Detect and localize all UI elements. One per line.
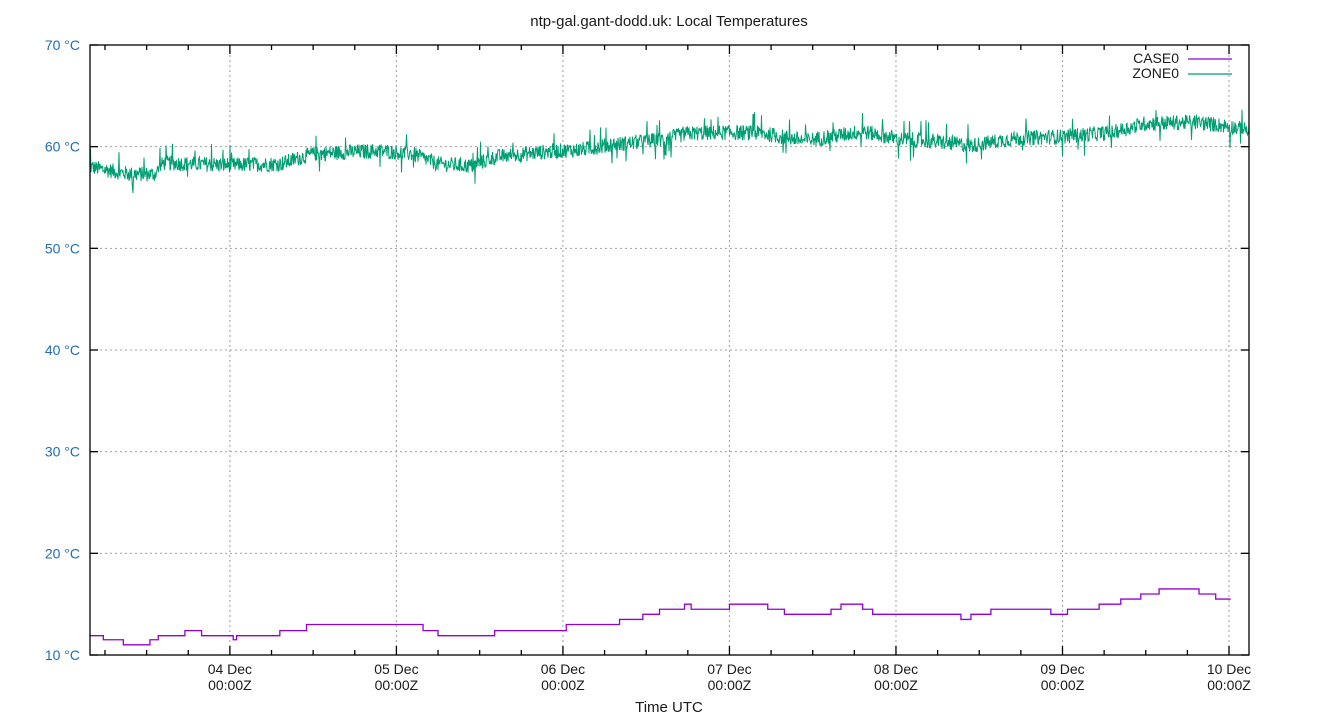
y-tick-label: 50 °C (45, 240, 80, 256)
x-tick-date: 07 Dec (707, 661, 751, 677)
legend-label-case0: CASE0 (1133, 50, 1179, 66)
x-tick-time: 00:00Z (208, 677, 252, 693)
x-tick-time: 00:00Z (541, 677, 585, 693)
x-tick-time: 00:00Z (1041, 677, 1085, 693)
x-tick-date: 05 Dec (374, 661, 418, 677)
y-tick-label: 70 °C (45, 37, 80, 53)
x-tick-time: 00:00Z (1207, 677, 1251, 693)
x-axis-label: Time UTC (635, 699, 703, 716)
x-tick-date: 09 Dec (1040, 661, 1084, 677)
y-axis-ticks: 10 °C 20 °C 30 °C 40 °C 50 °C 60 °C 70 °C (45, 37, 1249, 663)
y-tick-label: 40 °C (45, 342, 80, 358)
chart-title: ntp-gal.gant-dodd.uk: Local Temperatures (530, 13, 807, 30)
y-tick-label: 30 °C (45, 444, 80, 460)
x-tick-date: 04 Dec (208, 661, 252, 677)
y-tick-label: 60 °C (45, 139, 80, 155)
series-zone0-line (89, 109, 1250, 194)
plot-frame (89, 44, 1250, 656)
x-tick-time: 00:00Z (708, 677, 752, 693)
x-tick-date: 08 Dec (874, 661, 918, 677)
series-case0-line (90, 588, 1231, 646)
legend-label-zone0: ZONE0 (1132, 65, 1179, 81)
legend: CASE0 ZONE0 (1132, 50, 1232, 81)
x-tick-time: 00:00Z (874, 677, 918, 693)
x-tick-date: 06 Dec (541, 661, 585, 677)
plot-series (89, 109, 1250, 646)
x-tick-date: 10 Dec (1207, 661, 1251, 677)
y-tick-label: 10 °C (45, 647, 80, 663)
x-tick-time: 00:00Z (375, 677, 419, 693)
y-tick-label: 20 °C (45, 545, 80, 561)
